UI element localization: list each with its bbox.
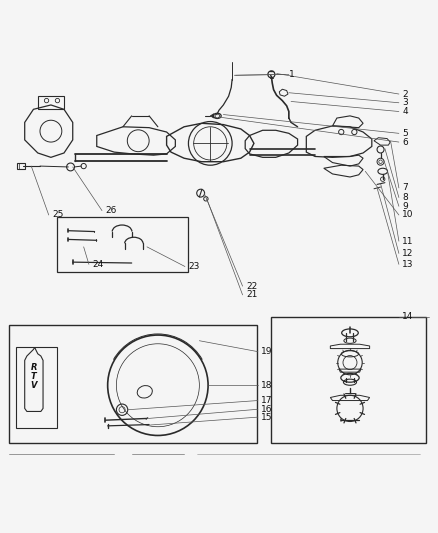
Bar: [17, 164, 25, 169]
Text: V: V: [31, 381, 37, 390]
Bar: [272, 317, 426, 443]
Text: R: R: [31, 364, 37, 372]
Bar: [16, 348, 57, 428]
Text: T: T: [31, 372, 37, 381]
Text: 22: 22: [246, 281, 257, 290]
Text: 10: 10: [403, 211, 414, 220]
Text: 3: 3: [403, 98, 408, 107]
Text: 6: 6: [403, 138, 408, 147]
Text: 12: 12: [403, 249, 414, 258]
Text: 16: 16: [261, 405, 273, 414]
Text: 15: 15: [261, 413, 273, 422]
Text: 9: 9: [403, 202, 408, 211]
Text: 5: 5: [403, 129, 408, 138]
Text: 25: 25: [52, 211, 64, 220]
Text: 7: 7: [403, 183, 408, 192]
Text: 23: 23: [188, 262, 200, 271]
Text: 1: 1: [289, 70, 295, 79]
Bar: [57, 217, 188, 272]
Text: 26: 26: [106, 206, 117, 215]
Text: 17: 17: [261, 396, 273, 405]
Text: 8: 8: [403, 193, 408, 202]
Text: 24: 24: [92, 260, 104, 269]
Text: 2: 2: [403, 90, 408, 99]
Text: 14: 14: [403, 312, 414, 321]
Bar: [9, 326, 258, 443]
Text: 4: 4: [403, 107, 408, 116]
Text: 11: 11: [403, 237, 414, 246]
Text: 21: 21: [246, 290, 258, 300]
Polygon shape: [210, 114, 214, 118]
Text: 13: 13: [403, 260, 414, 269]
Text: 18: 18: [261, 381, 273, 390]
Text: 19: 19: [261, 347, 273, 356]
